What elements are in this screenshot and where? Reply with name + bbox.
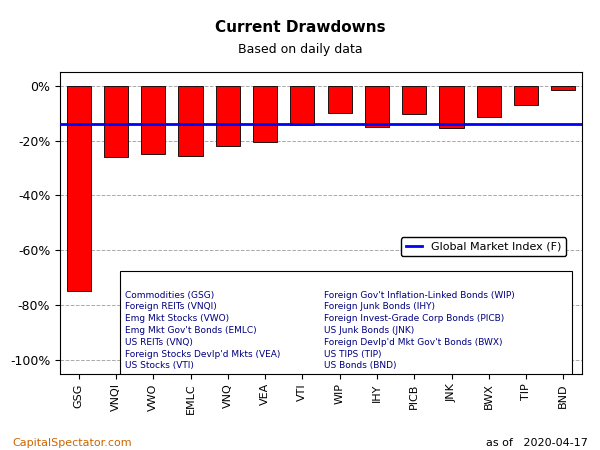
- Text: Current Drawdowns: Current Drawdowns: [215, 20, 385, 35]
- Bar: [328, 86, 352, 113]
- Bar: [104, 86, 128, 157]
- Bar: [476, 86, 501, 117]
- Legend: Global Market Index (F): Global Market Index (F): [401, 238, 566, 256]
- Bar: [514, 86, 538, 105]
- Text: Based on daily data: Based on daily data: [238, 43, 362, 56]
- Bar: [253, 86, 277, 142]
- Bar: [290, 86, 314, 126]
- Bar: [551, 86, 575, 90]
- Text: Foreign Gov't Inflation-Linked Bonds (WIP)
Foreign Junk Bonds (IHY)
Foreign Inve: Foreign Gov't Inflation-Linked Bonds (WI…: [323, 291, 514, 370]
- Bar: [67, 86, 91, 291]
- Bar: [365, 86, 389, 127]
- Text: as of   2020-04-17: as of 2020-04-17: [486, 438, 588, 448]
- Bar: [402, 86, 427, 114]
- Bar: [215, 86, 240, 146]
- Text: Commodities (GSG)
Foreign REITs (VNQI)
Emg Mkt Stocks (VWO)
Emg Mkt Gov't Bonds : Commodities (GSG) Foreign REITs (VNQI) E…: [125, 291, 281, 370]
- FancyBboxPatch shape: [120, 271, 572, 374]
- Bar: [178, 86, 203, 156]
- Bar: [439, 86, 464, 128]
- Bar: [141, 86, 166, 154]
- Text: CapitalSpectator.com: CapitalSpectator.com: [12, 438, 131, 448]
